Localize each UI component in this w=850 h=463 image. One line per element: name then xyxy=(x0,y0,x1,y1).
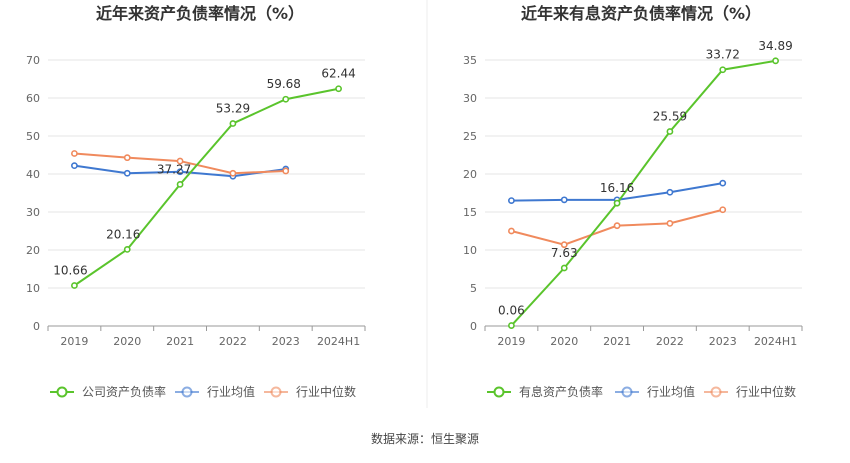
chart-interest-debt-ratio: 近年来有息资产负债率情况（%） 0 5 10 15 20 25 30 35 2019 2020 20… xyxy=(463,4,803,399)
data-point xyxy=(282,167,290,175)
data-point xyxy=(560,264,568,272)
data-point xyxy=(666,128,674,135)
y-tick-label: 70 xyxy=(26,54,40,67)
legend-label: 公司资产负债率 xyxy=(82,384,166,399)
data-point xyxy=(71,150,78,157)
data-point xyxy=(666,219,674,227)
legend-item[interactable]: 行业中位数 xyxy=(704,384,796,399)
y-tick-label: 10 xyxy=(463,244,477,257)
legend-label: 行业中位数 xyxy=(296,384,356,399)
x-tick-label: 2023 xyxy=(272,335,300,348)
legend-item[interactable]: 行业均值 xyxy=(175,384,255,399)
chart-title: 近年来有息资产负债率情况（%） xyxy=(521,4,761,23)
data-point xyxy=(613,199,621,207)
data-point xyxy=(772,57,779,65)
x-tick-label: 2024H1 xyxy=(317,335,360,348)
y-tick-label: 35 xyxy=(463,54,477,67)
legend-swatch-marker xyxy=(270,386,282,398)
legend-label: 行业均值 xyxy=(207,384,255,399)
x-tick-label: 2020 xyxy=(113,335,141,348)
chart-title: 近年来资产负债率情况（%） xyxy=(96,4,304,23)
x-tick-label: 2022 xyxy=(219,335,247,348)
legend-swatch-marker xyxy=(181,386,193,398)
data-label: 7.63 xyxy=(551,246,578,260)
chart-debt-ratio: 近年来资产负债率情况（%） 0 10 20 30 40 50 60 70 2019 2020 202… xyxy=(26,4,366,399)
data-point xyxy=(71,162,78,170)
y-tick-label: 10 xyxy=(26,282,40,295)
y-tick-label: 40 xyxy=(26,168,40,181)
data-point xyxy=(613,222,621,230)
data-label: 37.27 xyxy=(157,162,191,176)
legend-item[interactable]: 行业均值 xyxy=(615,384,695,399)
data-point xyxy=(719,206,727,214)
data-point xyxy=(123,154,131,162)
x-tick-label: 2021 xyxy=(166,335,194,348)
legend-item[interactable]: 有息资产负债率 xyxy=(487,384,603,399)
data-point xyxy=(508,197,515,204)
data-label: 20.16 xyxy=(106,227,140,241)
data-label: 10.66 xyxy=(53,263,87,277)
data-point xyxy=(229,120,237,127)
data-point xyxy=(71,282,78,289)
data-label: 34.89 xyxy=(758,39,792,53)
data-point xyxy=(229,169,237,177)
data-point xyxy=(123,245,131,253)
x-tick-label: 2019 xyxy=(60,335,88,348)
y-tick-label: 60 xyxy=(26,92,40,105)
data-point xyxy=(282,95,290,103)
series-line xyxy=(510,59,776,327)
y-tick-label: 0 xyxy=(33,320,40,333)
data-point xyxy=(719,179,727,187)
legend-label: 有息资产负债率 xyxy=(519,384,603,399)
data-label: 25.59 xyxy=(653,110,687,124)
x-tick-label: 2023 xyxy=(709,335,737,348)
x-tick-label: 2019 xyxy=(497,335,525,348)
legend-item[interactable]: 行业中位数 xyxy=(264,384,356,399)
legend-swatch-marker xyxy=(621,386,633,398)
y-tick-label: 20 xyxy=(26,244,40,257)
data-label: 53.29 xyxy=(216,101,250,115)
data-source: 数据来源：恒生聚源 xyxy=(371,431,479,446)
data-point xyxy=(176,180,184,188)
data-label: 33.72 xyxy=(706,48,740,62)
x-tick-label: 2024H1 xyxy=(754,335,797,348)
data-point xyxy=(123,169,131,177)
legend-swatch-marker xyxy=(493,386,505,398)
y-tick-label: 25 xyxy=(463,130,477,143)
x-tick-label: 2022 xyxy=(656,335,684,348)
data-label: 0.06 xyxy=(498,304,525,318)
y-tick-label: 5 xyxy=(470,282,477,295)
legend-label: 行业均值 xyxy=(647,384,695,399)
data-label: 62.44 xyxy=(321,67,355,81)
data-point xyxy=(176,157,184,165)
series-line xyxy=(73,87,339,287)
data-label: 59.68 xyxy=(267,77,301,91)
data-point xyxy=(508,322,515,329)
x-tick-label: 2021 xyxy=(603,335,631,348)
legend-item[interactable]: 公司资产负债率 xyxy=(50,384,166,399)
data-point xyxy=(560,196,568,204)
legend-label: 行业中位数 xyxy=(736,384,796,399)
x-tick-label: 2020 xyxy=(550,335,578,348)
y-tick-label: 20 xyxy=(463,168,477,181)
y-tick-label: 15 xyxy=(463,206,477,219)
y-tick-label: 50 xyxy=(26,130,40,143)
data-point xyxy=(335,85,342,93)
y-tick-label: 30 xyxy=(26,206,40,219)
y-tick-label: 0 xyxy=(470,320,477,333)
data-point xyxy=(176,168,184,176)
data-point xyxy=(508,227,515,235)
y-tick-label: 30 xyxy=(463,92,477,105)
data-label: 16.16 xyxy=(600,181,634,195)
data-point xyxy=(719,66,727,74)
data-point xyxy=(666,188,674,196)
legend-swatch-marker xyxy=(710,386,722,398)
data-point xyxy=(560,241,568,249)
legend-swatch-marker xyxy=(56,386,68,398)
